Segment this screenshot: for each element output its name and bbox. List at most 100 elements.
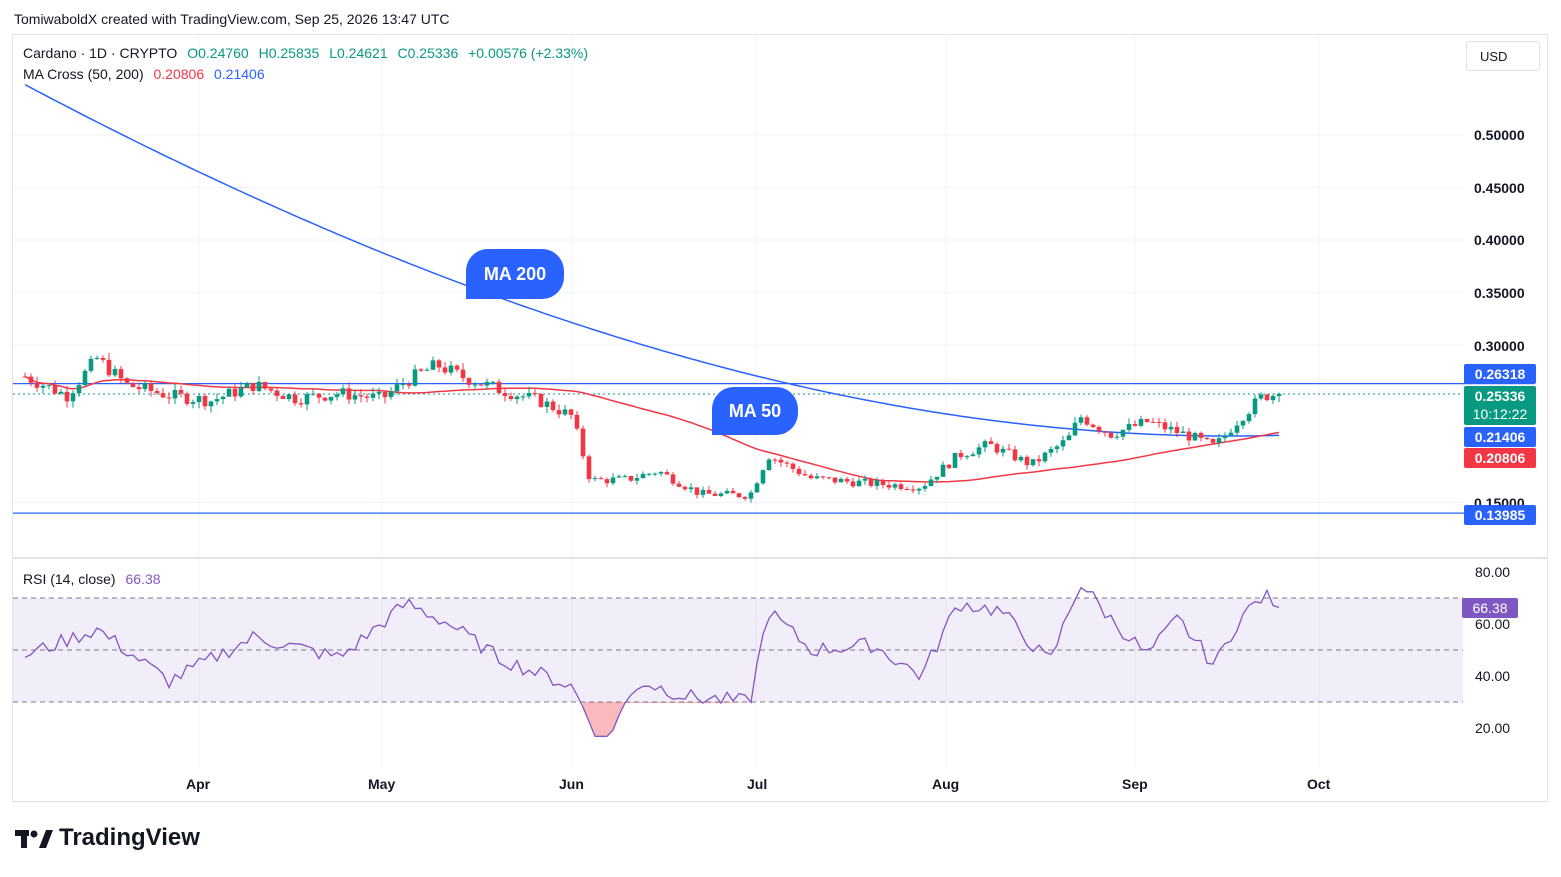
- candle-body: [754, 483, 760, 493]
- candle-body: [1246, 414, 1252, 422]
- candle-body: [22, 376, 28, 378]
- candle-body: [1108, 432, 1114, 438]
- candle-body: [1120, 429, 1126, 437]
- candle-body: [736, 493, 742, 498]
- rsi-line[interactable]: [24, 586, 1280, 738]
- candle-body: [226, 388, 232, 397]
- candle-body: [34, 382, 40, 388]
- last-price-tag[interactable]: 0.25336 10:12:22: [1464, 386, 1536, 425]
- candle-body: [568, 409, 574, 415]
- candle-body: [70, 393, 76, 402]
- candle-body: [760, 470, 766, 484]
- candle-body: [190, 402, 196, 404]
- candle-body: [622, 475, 628, 477]
- candle-body: [232, 388, 238, 397]
- candle-body: [724, 490, 730, 494]
- candle-body: [856, 480, 862, 487]
- symbol-name[interactable]: Cardano · 1D · CRYPTO: [23, 45, 178, 61]
- grid: [13, 35, 1463, 768]
- last-price: 0.25336: [1474, 388, 1526, 404]
- candle-body: [610, 477, 616, 484]
- candle-body: [700, 490, 706, 495]
- ma200-price-tag[interactable]: 0.21406: [1464, 427, 1536, 447]
- candle-body: [304, 394, 310, 405]
- candle-body: [556, 410, 562, 415]
- candle-body: [88, 358, 94, 371]
- symbol-legend[interactable]: Cardano · 1D · CRYPTO O0.24760 H0.25835 …: [23, 45, 594, 61]
- tradingview-logo-icon: [15, 829, 53, 848]
- time-axis-label: Apr: [186, 776, 211, 792]
- candle-body: [1228, 432, 1234, 436]
- candle-body: [490, 381, 496, 383]
- candle-body: [334, 394, 340, 397]
- ma50-value: 0.20806: [153, 66, 205, 82]
- candle-body: [1144, 418, 1150, 422]
- candle-body: [526, 393, 532, 397]
- candle-body: [466, 378, 472, 385]
- candle-body: [1096, 426, 1102, 432]
- candle-body: [1024, 456, 1030, 466]
- ohlc-high: H0.25835: [258, 45, 320, 61]
- candle-body: [52, 385, 58, 394]
- candle-body: [82, 370, 88, 386]
- candle-body: [1138, 418, 1144, 426]
- candle-body: [112, 368, 118, 376]
- candle-body: [1162, 422, 1168, 430]
- candle-body: [766, 459, 772, 471]
- candle-body: [94, 357, 100, 359]
- ma-cross-legend[interactable]: MA Cross (50, 200) 0.20806 0.21406: [23, 66, 271, 82]
- candle-body: [688, 487, 694, 490]
- candle-body: [250, 382, 256, 391]
- candle-body: [1078, 417, 1084, 423]
- candle-body: [298, 403, 304, 405]
- candle-body: [742, 497, 748, 499]
- ma50-price-tag[interactable]: 0.20806: [1464, 448, 1536, 468]
- candles[interactable]: [22, 352, 1282, 503]
- candle-body: [376, 391, 382, 394]
- currency-button[interactable]: USD: [1466, 41, 1540, 71]
- candle-body: [1204, 437, 1210, 440]
- candle-body: [448, 365, 454, 373]
- candle-body: [340, 388, 346, 395]
- candle-body: [1264, 394, 1270, 401]
- candle-body: [664, 472, 670, 475]
- candle-body: [316, 393, 322, 398]
- candle-body: [40, 385, 46, 388]
- candle-body: [394, 384, 400, 392]
- candle-body: [604, 479, 610, 484]
- price-axis-label: 0.30000: [1474, 338, 1525, 354]
- candle-body: [196, 396, 202, 403]
- candle-body: [1240, 421, 1246, 426]
- rsi-path: [24, 586, 1280, 738]
- candle-body: [202, 396, 208, 407]
- candle-body: [952, 452, 958, 468]
- candle-body: [658, 472, 664, 474]
- resistance-price-tag[interactable]: 0.26318: [1464, 364, 1536, 384]
- candle-body: [874, 480, 880, 486]
- candle-body: [454, 365, 460, 370]
- rsi-label[interactable]: RSI (14, close): [23, 571, 116, 587]
- rsi-axis-label: 20.00: [1475, 720, 1511, 736]
- candle-body: [844, 478, 850, 482]
- ma200-annotation[interactable]: MA 200: [466, 249, 564, 299]
- ma-cross-label[interactable]: MA Cross (50, 200): [23, 66, 144, 82]
- candle-body: [1234, 425, 1240, 433]
- candle-body: [208, 401, 214, 407]
- candle-body: [862, 478, 868, 481]
- ma50-annotation[interactable]: MA 50: [712, 387, 798, 435]
- rsi-oversold-fill: [583, 702, 751, 737]
- ma50-line[interactable]: [24, 375, 1280, 483]
- chart-frame[interactable]: [12, 34, 1548, 802]
- rsi-legend[interactable]: RSI (14, close) 66.38: [23, 571, 167, 587]
- tradingview-logo[interactable]: TradingView: [15, 824, 200, 852]
- ma200-line[interactable]: [24, 83, 1280, 437]
- rsi-value-tag[interactable]: 66.38: [1462, 598, 1518, 618]
- candle-body: [640, 474, 646, 479]
- candle-body: [712, 493, 718, 496]
- candle-body: [1150, 421, 1156, 423]
- candle-body: [106, 359, 112, 376]
- support-price-tag[interactable]: 0.13985: [1464, 505, 1536, 525]
- candle-body: [172, 389, 178, 399]
- candle-body: [1270, 396, 1276, 401]
